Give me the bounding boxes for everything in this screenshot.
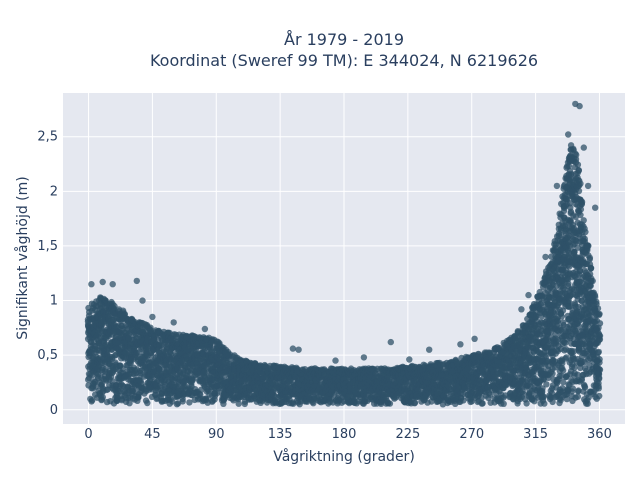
data-point xyxy=(563,195,570,203)
data-point xyxy=(538,299,545,307)
data-point xyxy=(487,391,494,398)
data-point xyxy=(543,381,550,388)
data-point xyxy=(566,217,574,224)
data-point xyxy=(554,318,561,325)
data-point xyxy=(560,207,568,215)
data-point xyxy=(560,378,567,386)
data-point xyxy=(519,388,526,395)
data-point xyxy=(541,400,548,407)
data-point xyxy=(149,373,156,380)
data-point xyxy=(460,397,467,404)
data-point xyxy=(565,162,573,170)
data-point xyxy=(113,323,120,331)
data-point xyxy=(479,400,486,407)
data-point xyxy=(539,385,546,392)
data-point xyxy=(169,398,176,405)
data-point xyxy=(211,396,218,403)
data-point xyxy=(574,393,581,400)
data-point xyxy=(113,397,121,404)
data-point xyxy=(386,400,394,407)
data-point xyxy=(98,396,106,403)
data-point xyxy=(574,371,581,378)
data-point xyxy=(544,336,551,343)
data-points xyxy=(84,100,604,408)
data-point xyxy=(568,388,576,395)
data-point xyxy=(134,397,141,404)
data-point xyxy=(540,393,547,401)
data-point xyxy=(549,398,556,406)
data-point xyxy=(558,313,565,320)
data-point xyxy=(547,368,555,376)
data-point xyxy=(144,399,151,407)
data-point xyxy=(88,398,95,405)
data-point xyxy=(567,204,574,211)
data-point xyxy=(550,309,557,316)
data-point xyxy=(411,399,419,406)
data-point xyxy=(213,390,220,397)
data-point xyxy=(137,377,144,385)
data-point xyxy=(500,400,507,407)
data-point xyxy=(85,376,92,383)
data-point xyxy=(571,364,578,371)
data-point xyxy=(179,398,186,405)
data-point xyxy=(523,400,530,407)
data-point xyxy=(574,161,582,168)
data-point xyxy=(115,387,122,394)
data-point xyxy=(565,280,572,287)
data-point xyxy=(572,150,579,157)
data-point xyxy=(559,367,567,374)
data-point xyxy=(572,155,580,163)
data-point xyxy=(570,348,578,355)
data-point xyxy=(563,395,571,403)
data-point xyxy=(163,343,170,350)
data-point xyxy=(186,399,193,406)
data-point xyxy=(554,301,562,309)
data-point xyxy=(563,354,570,361)
data-point xyxy=(126,400,133,407)
